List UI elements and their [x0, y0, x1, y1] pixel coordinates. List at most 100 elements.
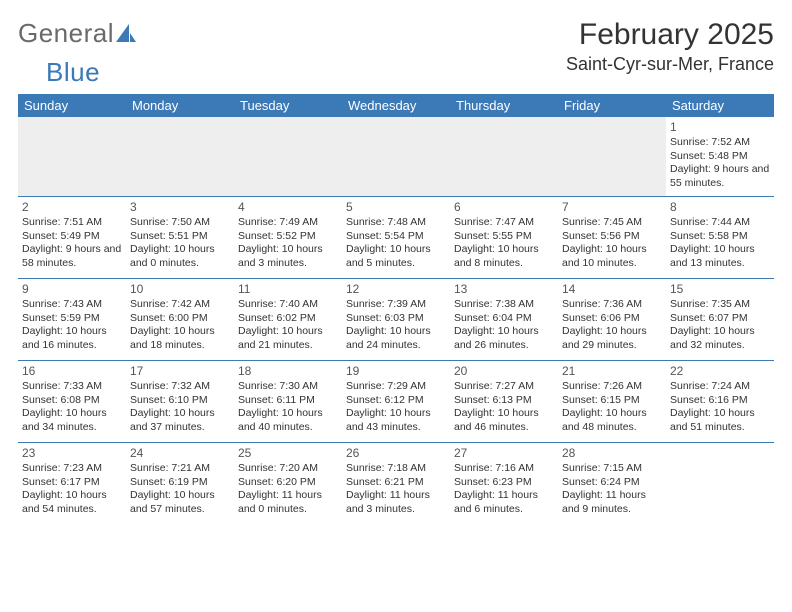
calendar-body: 1Sunrise: 7:52 AMSunset: 5:48 PMDaylight… — [18, 117, 774, 525]
calendar-day-cell: 1Sunrise: 7:52 AMSunset: 5:48 PMDaylight… — [666, 117, 774, 197]
sunrise-text: Sunrise: 7:39 AM — [346, 298, 446, 311]
daylight-text: Daylight: 10 hours and 5 minutes. — [346, 243, 446, 270]
sunset-text: Sunset: 5:56 PM — [562, 230, 662, 243]
calendar-day-cell: 12Sunrise: 7:39 AMSunset: 6:03 PMDayligh… — [342, 279, 450, 361]
day-number: 5 — [346, 200, 446, 215]
sunrise-text: Sunrise: 7:33 AM — [22, 380, 122, 393]
daylight-text: Daylight: 11 hours and 6 minutes. — [454, 489, 554, 516]
calendar-header: SundayMondayTuesdayWednesdayThursdayFrid… — [18, 94, 774, 117]
sunset-text: Sunset: 6:19 PM — [130, 476, 230, 489]
calendar-week-row: 2Sunrise: 7:51 AMSunset: 5:49 PMDaylight… — [18, 197, 774, 279]
daylight-text: Daylight: 11 hours and 9 minutes. — [562, 489, 662, 516]
calendar-day-cell: 15Sunrise: 7:35 AMSunset: 6:07 PMDayligh… — [666, 279, 774, 361]
calendar-day-cell: 8Sunrise: 7:44 AMSunset: 5:58 PMDaylight… — [666, 197, 774, 279]
sunset-text: Sunset: 6:21 PM — [346, 476, 446, 489]
daylight-text: Daylight: 10 hours and 54 minutes. — [22, 489, 122, 516]
sunrise-text: Sunrise: 7:51 AM — [22, 216, 122, 229]
calendar-week-row: 9Sunrise: 7:43 AMSunset: 5:59 PMDaylight… — [18, 279, 774, 361]
logo: General — [18, 18, 137, 49]
sunset-text: Sunset: 6:23 PM — [454, 476, 554, 489]
daylight-text: Daylight: 10 hours and 37 minutes. — [130, 407, 230, 434]
title-block: February 2025 Saint-Cyr-sur-Mer, France — [566, 18, 774, 75]
sunset-text: Sunset: 5:48 PM — [670, 150, 770, 163]
calendar-week-row: 1Sunrise: 7:52 AMSunset: 5:48 PMDaylight… — [18, 117, 774, 197]
sunrise-text: Sunrise: 7:40 AM — [238, 298, 338, 311]
day-number: 10 — [130, 282, 230, 297]
calendar-day-cell: 19Sunrise: 7:29 AMSunset: 6:12 PMDayligh… — [342, 361, 450, 443]
sunset-text: Sunset: 5:51 PM — [130, 230, 230, 243]
logo-text-l: l — [108, 18, 114, 49]
calendar-day-cell: 18Sunrise: 7:30 AMSunset: 6:11 PMDayligh… — [234, 361, 342, 443]
sunrise-text: Sunrise: 7:45 AM — [562, 216, 662, 229]
day-number: 18 — [238, 364, 338, 379]
day-number: 3 — [130, 200, 230, 215]
calendar-day-cell: 9Sunrise: 7:43 AMSunset: 5:59 PMDaylight… — [18, 279, 126, 361]
sunset-text: Sunset: 5:59 PM — [22, 312, 122, 325]
sunset-text: Sunset: 5:52 PM — [238, 230, 338, 243]
day-number: 22 — [670, 364, 770, 379]
sunset-text: Sunset: 6:04 PM — [454, 312, 554, 325]
calendar-day-cell — [666, 443, 774, 525]
calendar-day-cell: 21Sunrise: 7:26 AMSunset: 6:15 PMDayligh… — [558, 361, 666, 443]
daylight-text: Daylight: 10 hours and 10 minutes. — [562, 243, 662, 270]
calendar-day-cell: 20Sunrise: 7:27 AMSunset: 6:13 PMDayligh… — [450, 361, 558, 443]
logo-text-general: Genera — [18, 18, 108, 49]
daylight-text: Daylight: 10 hours and 32 minutes. — [670, 325, 770, 352]
sunset-text: Sunset: 5:54 PM — [346, 230, 446, 243]
sunrise-text: Sunrise: 7:24 AM — [670, 380, 770, 393]
calendar-day-cell: 4Sunrise: 7:49 AMSunset: 5:52 PMDaylight… — [234, 197, 342, 279]
sunrise-text: Sunrise: 7:48 AM — [346, 216, 446, 229]
sunrise-text: Sunrise: 7:44 AM — [670, 216, 770, 229]
sail-icon — [116, 18, 136, 49]
day-number: 23 — [22, 446, 122, 461]
day-number: 17 — [130, 364, 230, 379]
day-number: 14 — [562, 282, 662, 297]
day-number: 8 — [670, 200, 770, 215]
calendar-day-cell: 23Sunrise: 7:23 AMSunset: 6:17 PMDayligh… — [18, 443, 126, 525]
daylight-text: Daylight: 10 hours and 51 minutes. — [670, 407, 770, 434]
sunset-text: Sunset: 6:17 PM — [22, 476, 122, 489]
day-number: 25 — [238, 446, 338, 461]
sunrise-text: Sunrise: 7:38 AM — [454, 298, 554, 311]
daylight-text: Daylight: 10 hours and 3 minutes. — [238, 243, 338, 270]
calendar-day-cell: 7Sunrise: 7:45 AMSunset: 5:56 PMDaylight… — [558, 197, 666, 279]
calendar-day-cell: 13Sunrise: 7:38 AMSunset: 6:04 PMDayligh… — [450, 279, 558, 361]
sunrise-text: Sunrise: 7:42 AM — [130, 298, 230, 311]
daylight-text: Daylight: 10 hours and 46 minutes. — [454, 407, 554, 434]
sunset-text: Sunset: 5:55 PM — [454, 230, 554, 243]
day-number: 27 — [454, 446, 554, 461]
day-number: 2 — [22, 200, 122, 215]
daylight-text: Daylight: 11 hours and 3 minutes. — [346, 489, 446, 516]
calendar-week-row: 16Sunrise: 7:33 AMSunset: 6:08 PMDayligh… — [18, 361, 774, 443]
sunset-text: Sunset: 6:08 PM — [22, 394, 122, 407]
calendar-day-cell: 11Sunrise: 7:40 AMSunset: 6:02 PMDayligh… — [234, 279, 342, 361]
sunrise-text: Sunrise: 7:20 AM — [238, 462, 338, 475]
daylight-text: Daylight: 9 hours and 58 minutes. — [22, 243, 122, 270]
calendar-day-cell — [234, 117, 342, 197]
page-root: General February 2025 Saint-Cyr-sur-Mer,… — [0, 0, 792, 525]
weekday-header: Thursday — [450, 94, 558, 117]
sunrise-text: Sunrise: 7:29 AM — [346, 380, 446, 393]
weekday-header: Saturday — [666, 94, 774, 117]
sunrise-text: Sunrise: 7:43 AM — [22, 298, 122, 311]
daylight-text: Daylight: 10 hours and 29 minutes. — [562, 325, 662, 352]
calendar-day-cell: 14Sunrise: 7:36 AMSunset: 6:06 PMDayligh… — [558, 279, 666, 361]
day-number: 26 — [346, 446, 446, 461]
day-number: 4 — [238, 200, 338, 215]
month-title: February 2025 — [566, 18, 774, 52]
sunrise-text: Sunrise: 7:27 AM — [454, 380, 554, 393]
day-number: 19 — [346, 364, 446, 379]
sunrise-text: Sunrise: 7:26 AM — [562, 380, 662, 393]
sunset-text: Sunset: 6:16 PM — [670, 394, 770, 407]
daylight-text: Daylight: 10 hours and 57 minutes. — [130, 489, 230, 516]
calendar-day-cell: 16Sunrise: 7:33 AMSunset: 6:08 PMDayligh… — [18, 361, 126, 443]
sunset-text: Sunset: 5:58 PM — [670, 230, 770, 243]
daylight-text: Daylight: 10 hours and 8 minutes. — [454, 243, 554, 270]
daylight-text: Daylight: 11 hours and 0 minutes. — [238, 489, 338, 516]
daylight-text: Daylight: 10 hours and 21 minutes. — [238, 325, 338, 352]
sunrise-text: Sunrise: 7:49 AM — [238, 216, 338, 229]
sunset-text: Sunset: 6:07 PM — [670, 312, 770, 325]
calendar-day-cell — [450, 117, 558, 197]
daylight-text: Daylight: 10 hours and 24 minutes. — [346, 325, 446, 352]
day-number: 21 — [562, 364, 662, 379]
